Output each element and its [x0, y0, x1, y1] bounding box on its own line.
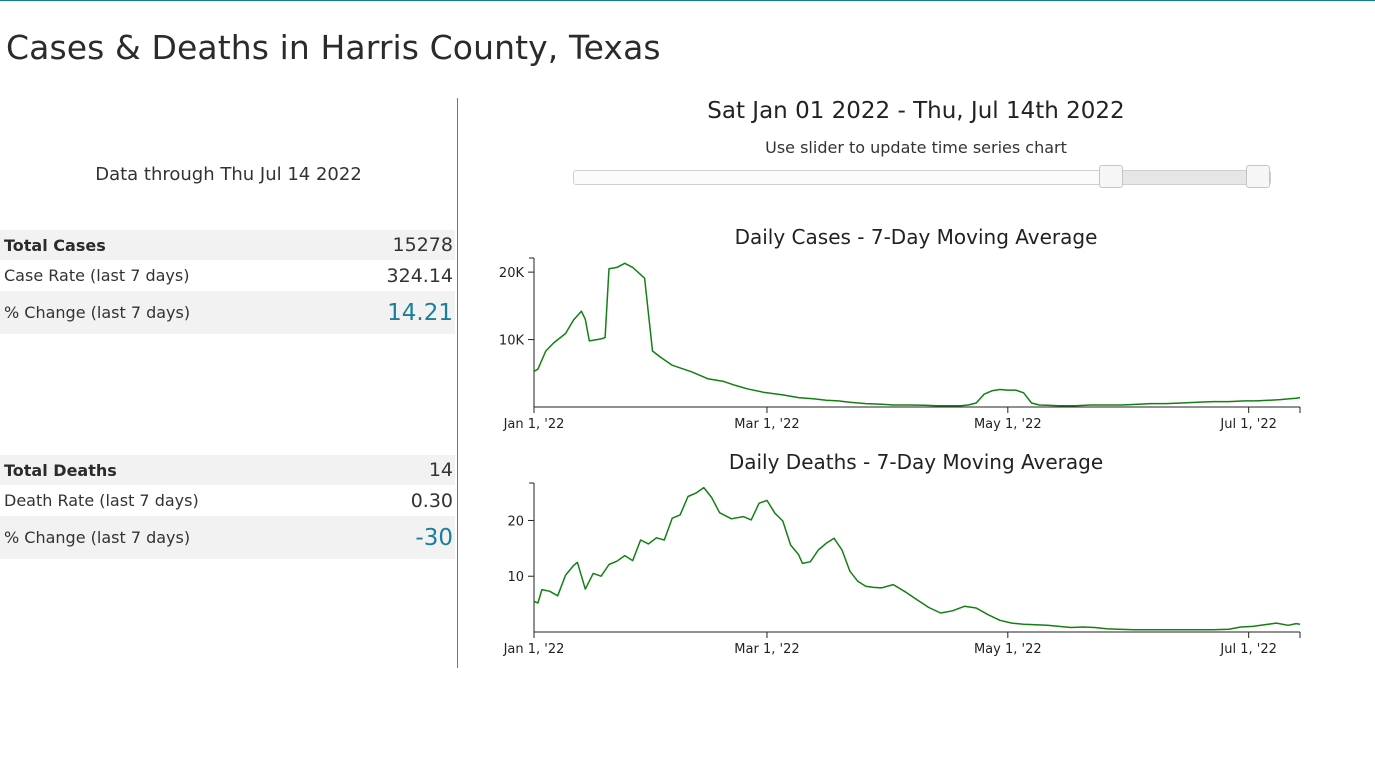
- stat-row-total-cases: Total Cases 15278: [0, 230, 455, 260]
- x-tick-label: Jul 1, '22: [1219, 417, 1276, 432]
- series-line: [533, 486, 1301, 631]
- slider-end-handle[interactable]: [1246, 165, 1270, 188]
- x-tick-label: Mar 1, '22: [734, 642, 799, 657]
- chart-title: Daily Cases - 7-Day Moving Average: [735, 225, 1098, 249]
- deaths-stats-table: Total Deaths 14 Death Rate (last 7 days)…: [0, 455, 455, 559]
- series-line: [533, 262, 1301, 407]
- stat-row-case-change: % Change (last 7 days) 14.21: [0, 291, 455, 334]
- data-through-label: Data through Thu Jul 14 2022: [95, 164, 362, 185]
- slider-selected-range[interactable]: [1111, 170, 1258, 185]
- stat-label: % Change (last 7 days): [4, 528, 191, 547]
- x-tick-label: Jan 1, '22: [503, 417, 565, 432]
- stat-label: Total Cases: [4, 235, 106, 255]
- date-range-slider[interactable]: [573, 170, 1271, 185]
- y-tick-label: 20: [507, 514, 524, 529]
- stat-row-case-rate: Case Rate (last 7 days) 324.14: [0, 260, 455, 291]
- cases-stats-table: Total Cases 15278 Case Rate (last 7 days…: [0, 230, 455, 334]
- page-title: Cases & Deaths in Harris County, Texas: [6, 28, 661, 67]
- cases-chart: Daily Cases - 7-Day Moving Average 10K 20…: [499, 225, 1301, 432]
- x-tick-label: May 1, '22: [974, 642, 1042, 657]
- slider-start-handle[interactable]: [1099, 165, 1123, 188]
- x-tick-label: Jul 1, '22: [1219, 642, 1276, 657]
- stat-row-death-change: % Change (last 7 days) -30: [0, 516, 455, 559]
- stat-label: Death Rate (last 7 days): [4, 491, 199, 510]
- stat-row-death-rate: Death Rate (last 7 days) 0.30: [0, 485, 455, 516]
- x-tick-label: May 1, '22: [974, 417, 1042, 432]
- x-tick-label: Mar 1, '22: [734, 417, 799, 432]
- stat-label: Total Deaths: [4, 460, 117, 480]
- stat-row-total-deaths: Total Deaths 14: [0, 455, 455, 485]
- chart-title: Daily Deaths - 7-Day Moving Average: [729, 450, 1103, 474]
- slider-hint: Use slider to update time series chart: [765, 138, 1067, 157]
- stat-label: % Change (last 7 days): [4, 303, 191, 322]
- stat-value: -30: [415, 524, 453, 551]
- stat-value: 14: [428, 459, 453, 481]
- stat-value: 324.14: [386, 264, 453, 287]
- y-tick-label: 10K: [499, 334, 525, 349]
- x-tick-label: Jan 1, '22: [503, 642, 565, 657]
- deaths-chart: Daily Deaths - 7-Day Moving Average 10 20…: [503, 450, 1301, 657]
- panel-divider: [457, 98, 458, 668]
- y-tick-label: 20K: [499, 266, 525, 281]
- stat-value: 14.21: [387, 299, 453, 326]
- stat-label: Case Rate (last 7 days): [4, 266, 190, 285]
- date-range-title: Sat Jan 01 2022 - Thu, Jul 14th 2022: [707, 98, 1125, 124]
- top-border: [0, 0, 1375, 1]
- y-tick-label: 10: [507, 570, 524, 585]
- stat-value: 15278: [392, 234, 453, 256]
- stat-value: 0.30: [410, 489, 453, 512]
